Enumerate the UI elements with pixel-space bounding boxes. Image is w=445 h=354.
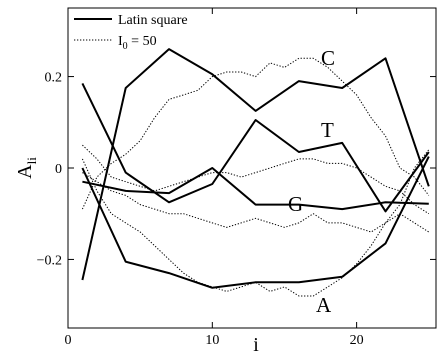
axis-ticks: [67, 8, 436, 328]
axis-tick-labels: 0 10 20 −0.2 0 0.2: [37, 71, 364, 348]
legend-label-io-rest: = 50: [128, 34, 157, 49]
annotation-g: G: [288, 192, 303, 216]
y-tick-label: −0.2: [37, 253, 62, 268]
x-tick-label: 10: [205, 333, 219, 348]
annotation-c: C: [321, 46, 335, 70]
series-line-io-g: [82, 172, 430, 233]
y-tick-label: 0: [55, 162, 62, 177]
y-axis-label-subscript: li: [24, 157, 39, 165]
series-line-latin-c: [81, 48, 430, 281]
annotation-t: T: [321, 118, 334, 142]
legend-label-io-main: I: [118, 34, 123, 49]
x-axis-label: i: [253, 334, 259, 354]
series-line-io-c: [81, 57, 430, 210]
legend: Latin square I0 = 50: [74, 13, 188, 52]
y-axis-label-main: A: [14, 164, 36, 179]
legend-label-io: I0 = 50: [118, 34, 157, 52]
series-line-io-a: [81, 149, 430, 297]
series-lines: [81, 48, 430, 297]
legend-label-io-subscript: 0: [123, 41, 128, 52]
series-line-latin-g: [82, 167, 429, 211]
legend-label-latin: Latin square: [118, 13, 188, 28]
y-tick-label: 0.2: [45, 71, 63, 86]
x-tick-label: 20: [350, 333, 364, 348]
series-line-io-t: [82, 144, 430, 215]
y-axis-label: Ali: [14, 157, 39, 179]
series-line-latin-t: [81, 82, 430, 213]
annotation-a: A: [316, 293, 332, 317]
series-line-latin-a: [81, 156, 430, 289]
x-tick-label: 0: [65, 333, 72, 348]
